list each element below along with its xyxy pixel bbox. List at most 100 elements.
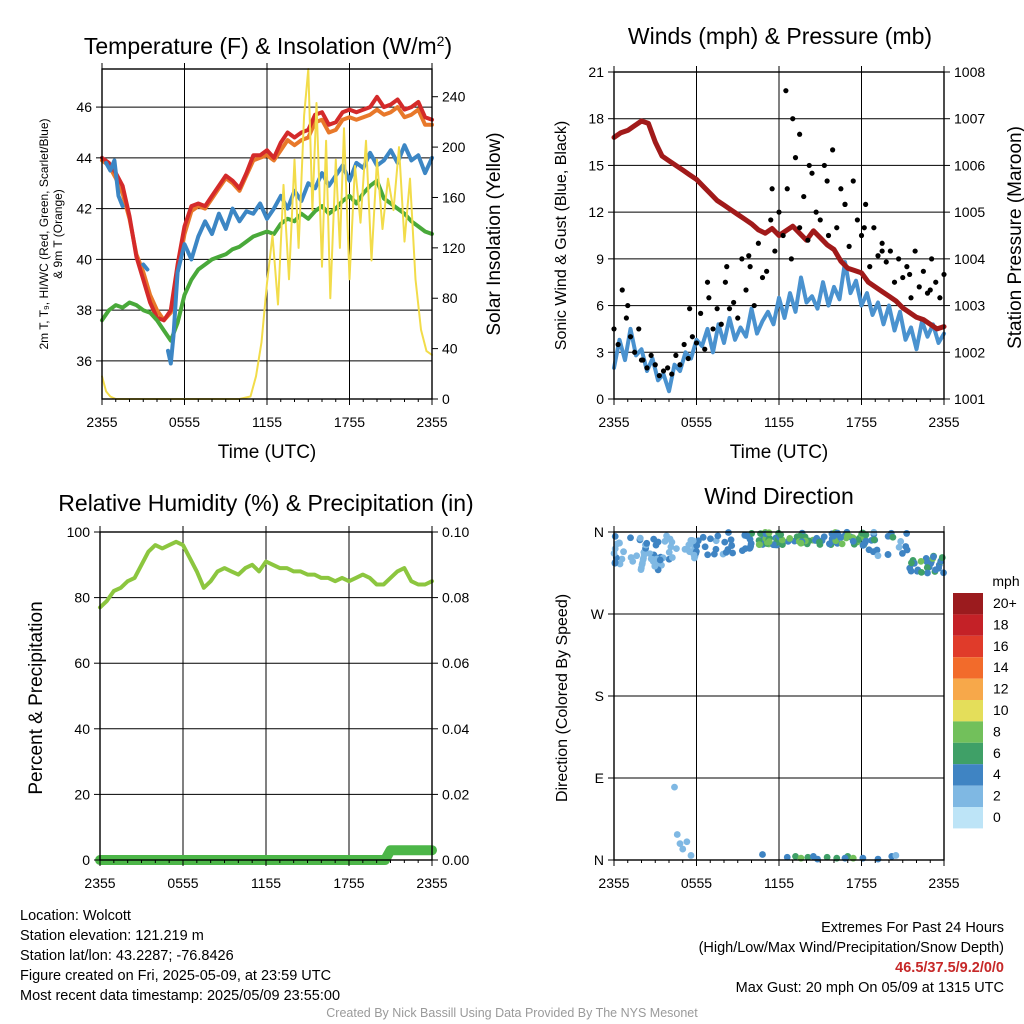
winds-gust-point xyxy=(722,279,728,285)
wind-direction-obs-point xyxy=(820,533,828,541)
humidity-y-axis-label: Percent & Precipitation xyxy=(26,601,47,794)
winds-y2-axis-label: Station Pressure (Maroon) xyxy=(1005,126,1024,349)
wind-direction-obs-point xyxy=(918,568,925,576)
wind-direction-obs-point xyxy=(646,550,654,558)
wind-direction-obs-point xyxy=(629,557,637,565)
winds-gust-point xyxy=(759,274,766,281)
wind-direction-obs-point xyxy=(765,529,773,537)
figure-created: Figure created on Fri, 2025-05-09, at 23… xyxy=(20,968,332,984)
wind-direction-obs-point xyxy=(667,543,675,551)
wind-direction-obs-point xyxy=(611,545,619,553)
winds-gust-point xyxy=(623,315,629,321)
wind-direction-y-tick-label: E xyxy=(595,770,604,786)
wind-direction-obs-point xyxy=(636,534,644,542)
wind-direction-legend-label: 10 xyxy=(993,702,1009,718)
winds-y-tick-label: 12 xyxy=(588,204,604,220)
wind-direction-obs-point xyxy=(704,551,712,559)
wind-direction-obs-point xyxy=(683,838,691,846)
winds-y-tick-label: 15 xyxy=(588,157,604,173)
wind-direction-obs-point xyxy=(862,531,870,539)
wind-direction-obs-point xyxy=(673,831,681,838)
wind-direction-obs-point xyxy=(908,559,915,567)
winds-title: Winds (mph) & Pressure (mb) xyxy=(628,23,932,49)
extremes-subtitle: (High/Low/Max Wind/Precipitation/Snow De… xyxy=(698,940,1004,956)
winds-gust-point xyxy=(858,232,865,239)
wind-direction-legend-swatch xyxy=(953,807,983,829)
wind-direction-obs-point xyxy=(874,855,882,863)
winds-gust-point xyxy=(867,264,873,270)
winds-gust-point xyxy=(783,88,789,94)
winds-gust-point xyxy=(792,155,799,161)
temperature-x-tick-label: 0555 xyxy=(169,414,200,430)
wind-direction-obs-point xyxy=(786,535,794,542)
winds-gust-point xyxy=(656,373,662,379)
humidity-x-tick-label: 2355 xyxy=(84,875,115,891)
wind-direction-obs-point xyxy=(833,529,841,537)
wind-direction-obs-point xyxy=(778,536,786,544)
winds-gust-point xyxy=(780,232,786,239)
wind-direction-obs-point xyxy=(889,533,897,541)
winds-gust-point xyxy=(718,321,724,327)
wind-direction-obs-point xyxy=(661,537,669,545)
winds-gust-point xyxy=(652,362,658,368)
wind-direction-obs-point xyxy=(727,536,735,544)
winds-gust-point xyxy=(677,362,683,368)
winds-gust-point xyxy=(875,253,881,259)
station-info: Location: Wolcott Station elevation: 121… xyxy=(20,906,340,1006)
winds-gust-point xyxy=(830,147,836,153)
temperature-x-tick-label: 1155 xyxy=(252,414,282,430)
wind-direction-obs-point xyxy=(923,558,931,566)
wind-direction-obs-point xyxy=(783,853,791,861)
wind-direction-obs-point xyxy=(849,537,857,545)
wind-direction-obs-point xyxy=(897,538,905,545)
winds-gust-point xyxy=(883,259,889,265)
temperature-y-tick-label: 38 xyxy=(76,302,92,318)
temperature-y2-tick-label: 40 xyxy=(442,341,458,357)
winds-gust-point xyxy=(842,201,848,207)
wind-direction-obs-point xyxy=(620,548,627,556)
humidity-y-tick-label: 60 xyxy=(74,655,90,671)
winds-x-tick-label: 2355 xyxy=(598,414,629,430)
wind-direction-obs-point xyxy=(721,538,729,546)
wind-direction-obs-point xyxy=(792,852,799,860)
winds-gust-point xyxy=(660,368,667,374)
winds-gust-point xyxy=(714,306,720,312)
winds-gust-point xyxy=(797,225,803,231)
wind-direction-legend-swatch xyxy=(953,700,983,722)
wind-direction-x-tick-label: 1155 xyxy=(764,875,794,891)
winds-gust-point xyxy=(854,217,860,223)
winds-y-tick-label: 0 xyxy=(596,391,604,407)
winds-gust-point xyxy=(724,264,730,270)
wind-direction-x-tick-label: 1755 xyxy=(846,875,877,891)
station-elevation: Station elevation: 121.219 m xyxy=(20,928,204,944)
humidity-y-tick-label: 40 xyxy=(74,721,90,737)
winds-gust-point xyxy=(825,232,832,239)
wind-direction-obs-point xyxy=(633,552,641,560)
winds-y2-tick-label: 1002 xyxy=(954,344,985,360)
wind-direction-obs-point xyxy=(656,556,664,564)
wind-direction-legend-title: mph xyxy=(992,573,1019,589)
extremes-title: Extremes For Past 24 Hours xyxy=(821,920,1004,936)
winds-gust-point xyxy=(726,306,733,312)
wind-direction-legend-label: 4 xyxy=(993,766,1001,782)
humidity-y2-tick-label: 0.00 xyxy=(442,852,469,868)
winds-gust-point xyxy=(920,268,926,274)
wind-direction-legend-label: 8 xyxy=(993,723,1001,739)
winds-gust-point xyxy=(929,256,935,262)
wind-direction-x-tick-label: 2355 xyxy=(598,875,629,891)
winds-gust-point xyxy=(887,248,893,254)
wind-direction-legend-swatch xyxy=(953,721,983,743)
temperature-series-line-3 xyxy=(141,262,150,272)
humidity-x-tick-label: 2355 xyxy=(416,875,447,891)
humidity-y-tick-label: 20 xyxy=(74,786,90,802)
extremes-panel: Extremes For Past 24 Hours (High/Low/Max… xyxy=(699,918,1004,998)
temperature-x-tick-label: 2355 xyxy=(416,414,447,430)
winds-x-axis-label: Time (UTC) xyxy=(730,442,829,463)
wind-direction-obs-point xyxy=(755,541,763,549)
wind-direction-legend-swatch xyxy=(953,657,983,679)
humidity-y2-tick-label: 0.04 xyxy=(442,721,469,737)
wind-direction-obs-point xyxy=(823,853,831,861)
winds-gust-point xyxy=(710,326,716,332)
temperature-series-line-3 xyxy=(166,143,434,366)
